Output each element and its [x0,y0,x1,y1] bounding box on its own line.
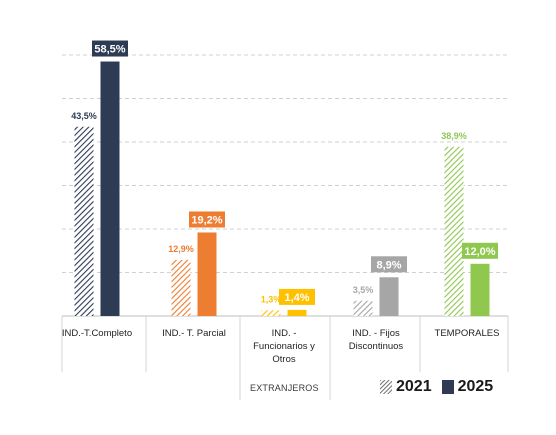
legend-item-2025: 2025 [441,378,494,396]
legend-swatch-solid [441,380,454,394]
legend: 2021 2025 [380,378,493,396]
value-label-box [371,256,407,273]
bar-2021-4 [444,146,464,316]
legend-label-2021: 2021 [396,378,432,395]
legend-item-2021: 2021 [380,378,432,396]
value-label: 12,0% [464,246,495,258]
category-label: Discontinuos [349,341,404,352]
labels-layer: 43,5% 58,5% 12,9% 19,2% 1,3% 1,4% 3,5% 8,9% 38,9… [71,40,498,305]
value-label-box [189,211,225,228]
bar-2021-2 [261,310,281,316]
value-label: 19,2% [191,214,222,226]
bar-2025-3 [379,277,399,316]
value-label-box [462,242,498,259]
category-label: Otros [272,354,295,365]
bar-2025-0 [100,61,120,317]
category-label: IND.- T. Parcial [162,328,226,339]
category-label: Funcionarios y [253,341,315,352]
value-label-box [279,288,315,305]
value-label: 38,9% [441,131,467,141]
value-label: 8,9% [376,259,401,271]
value-label-box [92,40,128,57]
group-label: EXTRANJEROS [250,383,319,393]
category-label: IND.-T.Completo [62,328,132,339]
bar-2025-4 [470,263,490,316]
bar-2021-0 [74,126,94,317]
category-label: TEMPORALES [435,328,500,339]
value-label: 1,3% [261,294,282,304]
bar-2021-1 [171,259,191,316]
bar-2021-3 [353,300,373,316]
grid-layer [62,54,508,273]
axis-layer: IND.-T.Completo IND.- T. Parcial IND. - Fun… [61,315,509,400]
value-label: 12,9% [168,244,194,254]
legend-label-2025: 2025 [457,378,494,395]
bar-2025-1 [197,232,217,316]
value-label: 43,5% [71,111,97,121]
value-label: 3,5% [353,285,374,295]
bar-2025-2 [287,309,307,316]
value-label: 1,4% [284,292,309,304]
value-label: 58,5% [94,44,125,56]
category-label: IND. - [272,328,297,339]
legend-swatch-hatched [380,380,392,394]
bars-layer [74,61,490,317]
category-label: IND. - Fijos [352,328,400,339]
